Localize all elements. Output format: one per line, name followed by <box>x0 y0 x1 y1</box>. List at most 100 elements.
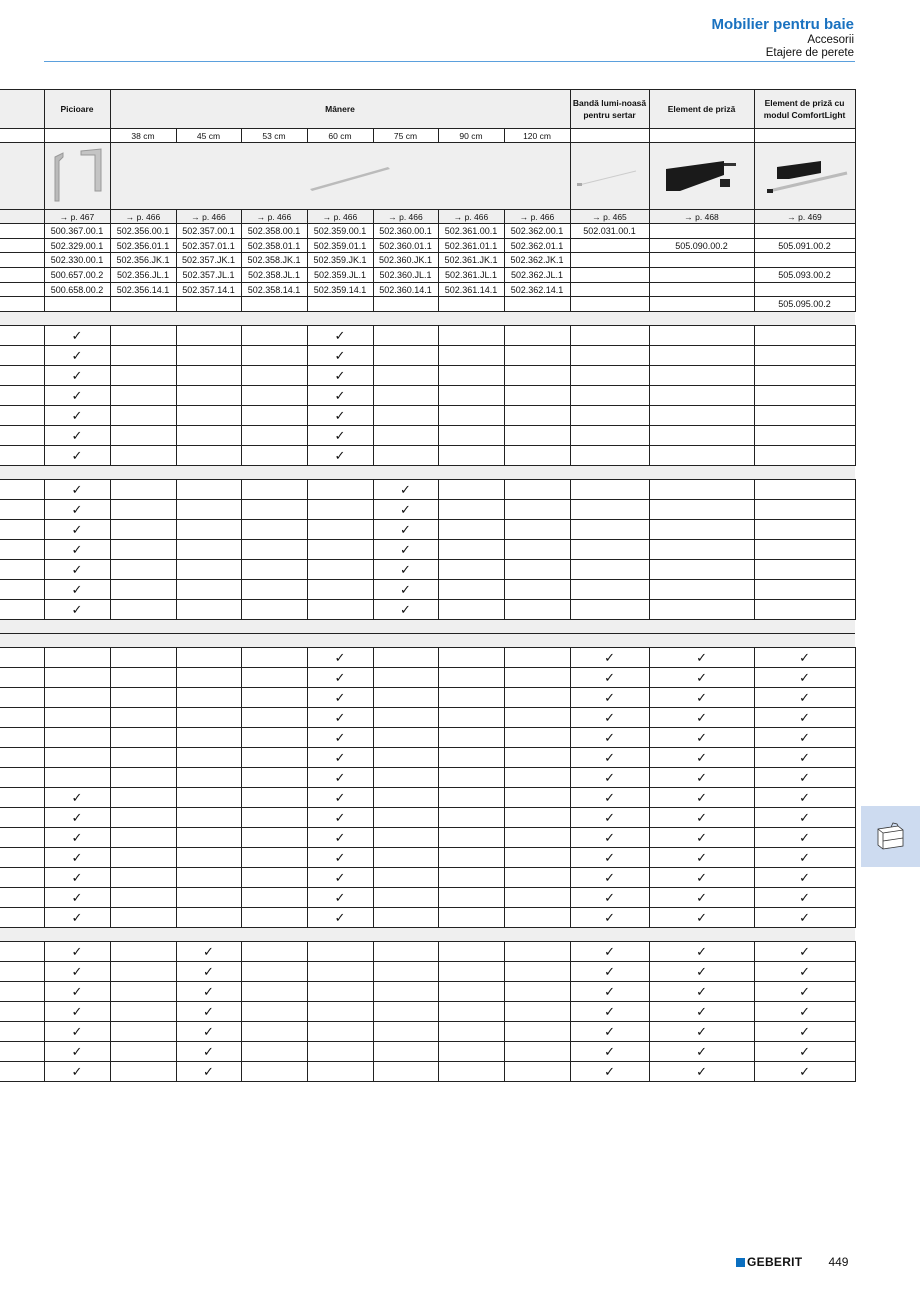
check-icon: ✓ <box>334 447 346 463</box>
legs-image <box>43 142 111 210</box>
empty-cell <box>240 1021 308 1043</box>
check-icon: ✓ <box>334 849 346 865</box>
empty-cell <box>503 385 571 407</box>
check-cell: ✓ <box>43 981 111 1003</box>
check-cell: ✓ <box>569 787 650 809</box>
empty-cell <box>109 479 177 501</box>
check-cell: ✓ <box>306 787 374 809</box>
check-cell: ✓ <box>306 727 374 749</box>
check-icon: ✓ <box>799 809 810 825</box>
check-icon: ✓ <box>799 849 810 865</box>
empty-cell <box>109 867 177 889</box>
empty-cell <box>0 89 45 129</box>
empty-cell <box>175 727 242 749</box>
check-icon: ✓ <box>71 1023 83 1039</box>
check-icon: ✓ <box>334 889 346 905</box>
empty-cell <box>437 981 505 1003</box>
socket-image <box>648 142 755 210</box>
check-icon: ✓ <box>71 521 83 537</box>
check-icon: ✓ <box>696 849 707 865</box>
check-cell: ✓ <box>306 365 374 387</box>
check-icon: ✓ <box>71 427 83 443</box>
empty-cell <box>437 445 505 467</box>
empty-cell <box>240 325 308 347</box>
check-cell: ✓ <box>306 827 374 849</box>
compatibility-row: ✓ ✓ ✓ ✓ <box>0 647 856 669</box>
check-icon: ✓ <box>334 749 346 765</box>
row-label-cell <box>0 647 45 669</box>
article-code <box>753 281 856 298</box>
row-label-cell <box>0 345 45 367</box>
empty-cell <box>437 727 505 749</box>
empty-cell <box>437 325 505 347</box>
check-icon: ✓ <box>203 1043 214 1059</box>
empty-cell <box>437 599 505 621</box>
check-icon: ✓ <box>203 1063 214 1079</box>
check-cell: ✓ <box>753 887 856 909</box>
empty-cell <box>240 499 308 521</box>
article-code: 502.362.00.1 <box>503 223 571 239</box>
empty-cell <box>437 365 505 387</box>
check-icon: ✓ <box>71 387 83 403</box>
check-cell: ✓ <box>43 579 111 601</box>
article-code <box>753 223 856 239</box>
check-cell: ✓ <box>43 385 111 407</box>
empty-cell <box>240 667 308 689</box>
empty-cell <box>109 941 177 963</box>
check-cell: ✓ <box>306 707 374 729</box>
empty-cell <box>109 365 177 387</box>
separator-cell <box>0 633 856 649</box>
empty-cell <box>240 425 308 447</box>
check-cell: ✓ <box>306 325 374 347</box>
compatibility-row: ✓ ✓ ✓ ✓ <box>0 727 856 749</box>
page-number: 449 <box>828 1255 849 1269</box>
check-cell: ✓ <box>306 747 374 769</box>
check-icon: ✓ <box>799 709 810 725</box>
check-cell: ✓ <box>753 981 856 1003</box>
check-icon: ✓ <box>696 1003 707 1019</box>
empty-cell <box>753 128 856 143</box>
check-cell: ✓ <box>43 1041 111 1063</box>
empty-cell <box>372 867 439 889</box>
row-label-cell <box>0 325 45 347</box>
compatibility-row: ✓ ✓ <box>0 559 856 581</box>
check-icon: ✓ <box>604 983 615 999</box>
empty-cell <box>503 599 571 621</box>
empty-cell <box>437 559 505 581</box>
check-cell: ✓ <box>753 941 856 963</box>
article-code: 502.329.00.1 <box>43 237 111 254</box>
empty-cell <box>109 707 177 729</box>
article-code: 502.357.00.1 <box>175 223 242 239</box>
check-icon: ✓ <box>71 963 83 979</box>
empty-cell <box>503 981 571 1003</box>
check-icon: ✓ <box>604 869 615 885</box>
check-icon: ✓ <box>71 889 83 905</box>
check-icon: ✓ <box>71 869 83 885</box>
col-legs: Picioare <box>43 89 111 129</box>
empty-cell <box>109 747 177 769</box>
article-code: 502.356.14.1 <box>109 281 177 298</box>
check-cell: ✓ <box>753 1021 856 1043</box>
article-code: 502.356.01.1 <box>109 237 177 254</box>
empty-cell <box>372 385 439 407</box>
check-cell: ✓ <box>648 727 755 749</box>
empty-cell <box>43 687 111 709</box>
check-icon: ✓ <box>71 347 83 363</box>
check-cell: ✓ <box>753 907 856 929</box>
article-code: 502.360.01.1 <box>372 237 439 254</box>
check-cell: ✓ <box>43 1061 111 1083</box>
empty-cell <box>109 499 177 521</box>
check-cell: ✓ <box>648 981 755 1003</box>
empty-cell <box>306 1001 374 1023</box>
empty-cell <box>0 223 45 239</box>
empty-cell <box>43 128 111 143</box>
check-icon: ✓ <box>203 1023 214 1039</box>
category-tab[interactable] <box>861 806 920 867</box>
empty-cell <box>437 579 505 601</box>
empty-cell <box>306 479 374 501</box>
empty-cell <box>503 907 571 929</box>
empty-cell <box>240 747 308 769</box>
empty-cell <box>240 981 308 1003</box>
compatibility-row: ✓ ✓ <box>0 385 856 407</box>
empty-cell <box>240 365 308 387</box>
